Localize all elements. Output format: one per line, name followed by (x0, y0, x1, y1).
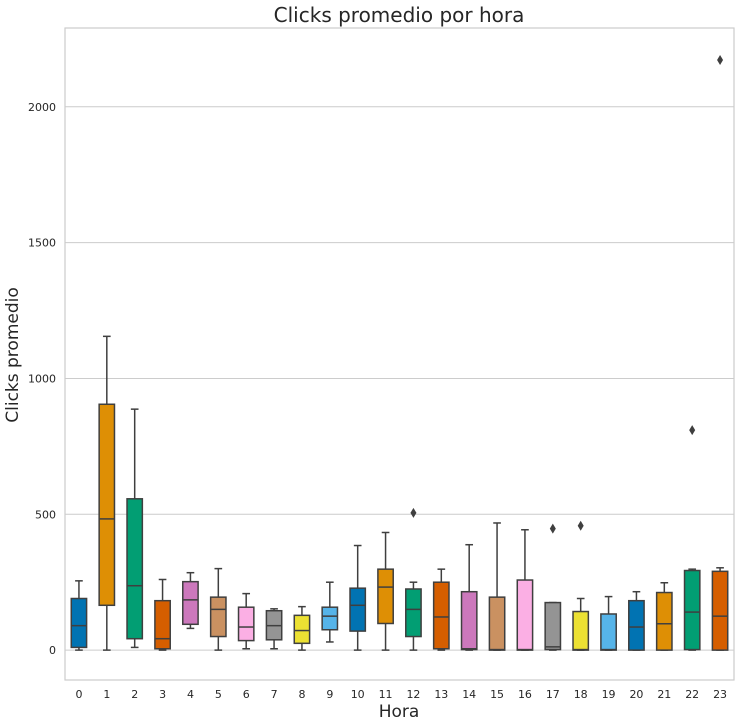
y-axis-ticks: 0 500 1000 1500 2000 (28, 101, 56, 657)
x-tick-label: 6 (243, 688, 250, 701)
boxes (70, 55, 729, 651)
box-hour-12 (405, 507, 422, 651)
x-tick-label: 15 (490, 688, 504, 701)
x-tick-label: 18 (574, 688, 588, 701)
x-tick-label: 8 (298, 688, 305, 701)
x-tick-label: 21 (657, 688, 671, 701)
box-hour-20 (628, 590, 645, 651)
iqr-box (405, 588, 422, 638)
iqr-box (600, 613, 617, 651)
iqr-box (711, 570, 729, 651)
box-hour-18 (572, 520, 590, 651)
box-hour-6 (237, 592, 255, 650)
x-tick-label: 4 (187, 688, 194, 701)
x-tick-label: 16 (518, 688, 532, 701)
box-hour-0 (70, 580, 88, 651)
iqr-box (126, 498, 144, 640)
plot-frame (64, 27, 735, 681)
box-hour-23 (711, 55, 729, 651)
y-tick-label: 1000 (28, 372, 56, 385)
iqr-box (182, 580, 199, 626)
box-hour-10 (349, 544, 367, 651)
iqr-box (154, 599, 171, 650)
iqr-box (293, 614, 311, 645)
iqr-box (209, 596, 227, 638)
chart-title: Clicks promedio por hora (274, 3, 525, 27)
x-tick-label: 14 (462, 688, 476, 701)
outlier-point (577, 520, 584, 531)
x-tick-label: 9 (326, 688, 333, 701)
iqr-box (516, 579, 534, 651)
iqr-box (460, 590, 478, 651)
x-tick-label: 19 (602, 688, 616, 701)
box-hour-2 (126, 408, 144, 649)
iqr-box (377, 568, 394, 625)
iqr-box (544, 601, 562, 651)
box-hour-9 (321, 581, 339, 643)
x-tick-label: 1 (103, 688, 110, 701)
y-tick-label: 500 (35, 508, 56, 521)
iqr-box (237, 606, 255, 642)
x-tick-label: 20 (629, 688, 643, 701)
box-hour-11 (377, 531, 394, 651)
grid-lines (65, 106, 734, 651)
iqr-box (349, 587, 367, 632)
box-hour-14 (460, 543, 478, 651)
y-tick-label: 2000 (28, 101, 56, 114)
iqr-box (70, 597, 88, 649)
x-tick-label: 10 (351, 688, 365, 701)
iqr-box (572, 610, 590, 651)
x-tick-label: 12 (406, 688, 420, 701)
iqr-box (683, 569, 701, 651)
outlier-point (549, 523, 556, 534)
outlier-point (717, 55, 724, 66)
x-tick-label: 3 (159, 688, 166, 701)
box-hour-13 (432, 568, 450, 651)
box-hour-21 (655, 581, 673, 651)
box-hour-8 (293, 605, 311, 651)
x-tick-label: 2 (131, 688, 138, 701)
x-axis-label: Hora (379, 702, 420, 722)
x-tick-label: 13 (434, 688, 448, 701)
box-hour-16 (516, 529, 534, 651)
box-hour-22 (683, 425, 701, 651)
box-hour-1 (98, 335, 116, 651)
iqr-box (655, 591, 673, 651)
box-hour-3 (154, 578, 171, 651)
y-tick-label: 0 (49, 644, 56, 657)
box-hour-19 (600, 595, 617, 651)
x-tick-label: 23 (713, 688, 727, 701)
x-tick-label: 0 (75, 688, 82, 701)
y-tick-label: 1500 (28, 237, 56, 250)
iqr-box (628, 599, 645, 651)
x-tick-label: 11 (379, 688, 393, 701)
box-hour-17 (544, 523, 562, 651)
iqr-box (488, 596, 506, 651)
outlier-point (689, 425, 696, 436)
x-tick-label: 17 (546, 688, 560, 701)
box-hour-4 (182, 571, 199, 630)
box-hour-15 (488, 522, 506, 651)
iqr-box (432, 581, 450, 650)
outlier-point (410, 507, 417, 518)
x-tick-label: 5 (215, 688, 222, 701)
box-hour-7 (265, 608, 283, 650)
box-hour-5 (209, 567, 227, 651)
iqr-box (98, 403, 116, 607)
x-tick-label: 7 (271, 688, 278, 701)
iqr-box (321, 606, 339, 631)
x-tick-label: 22 (685, 688, 699, 701)
x-axis-ticks: 0 1 2 3 4 5 6 7 8 9 10 11 12 13 14 15 16 17 18 19 20 21 22 23 (75, 688, 727, 701)
y-axis-label: Clicks promedio (3, 287, 23, 423)
